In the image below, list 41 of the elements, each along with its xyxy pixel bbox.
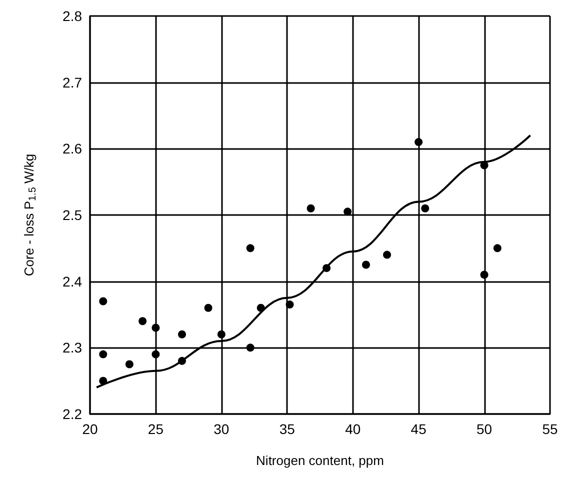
x-tick-label: 50 [476, 421, 492, 437]
point [99, 376, 108, 385]
x-tick-label: 30 [214, 421, 230, 437]
point [362, 260, 370, 269]
x-tick-label: 55 [542, 421, 558, 437]
point [414, 138, 423, 146]
x-tick-label: 25 [148, 421, 164, 437]
x-tick-label: 35 [279, 421, 296, 437]
y-tick-label: 2.5 [62, 207, 82, 223]
point [178, 330, 186, 338]
point [421, 204, 430, 212]
point [152, 324, 160, 332]
point [256, 304, 265, 312]
point [480, 270, 488, 279]
point [383, 250, 392, 259]
x-tick-label: 20 [82, 421, 98, 437]
y-tick-label: 2.6 [62, 140, 82, 157]
point [152, 350, 160, 358]
point [493, 244, 502, 252]
point [322, 264, 331, 272]
y-axis-title: Core - loss P1.5 W/kg [22, 154, 38, 276]
point [246, 344, 254, 352]
point [178, 356, 186, 365]
point [217, 330, 226, 338]
point [99, 297, 108, 306]
y-tick-label: 2.7 [62, 74, 82, 90]
x-tick-label: 45 [410, 421, 427, 437]
y-tick-label: 2.8 [62, 8, 82, 24]
point [125, 360, 134, 368]
x-tick-label: 40 [345, 421, 361, 437]
y-tick-label: 2.4 [62, 273, 82, 290]
point [306, 204, 315, 212]
y-tick-label: 2.3 [62, 340, 82, 356]
y-tick-label: 2.2 [62, 406, 82, 422]
point [99, 350, 108, 358]
point [344, 208, 352, 216]
point [286, 300, 294, 309]
point [204, 304, 212, 312]
point [246, 244, 254, 252]
x-axis-title: Nitrogen content, ppm [256, 453, 384, 468]
point [138, 317, 147, 326]
